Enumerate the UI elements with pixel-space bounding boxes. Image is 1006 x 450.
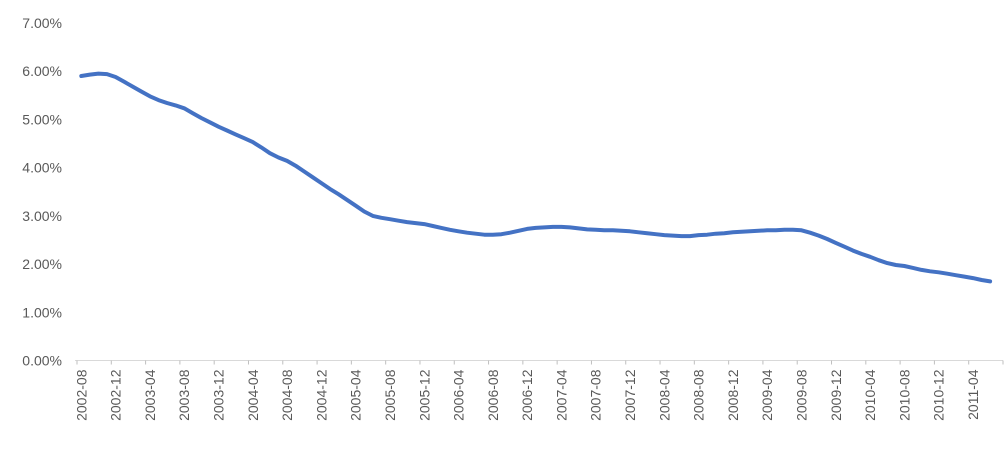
data-line-series — [79, 71, 993, 284]
x-axis-label: 2003-08 — [176, 369, 192, 421]
x-axis-label: 2004-04 — [245, 369, 261, 421]
x-axis-label: 2009-08 — [794, 369, 810, 421]
x-axis-label: 2003-12 — [210, 369, 226, 421]
x-axis-label: 2010-08 — [896, 369, 912, 421]
x-axis-label: 2008-04 — [656, 369, 672, 421]
y-axis-label: 4.00% — [22, 160, 62, 176]
y-axis-label: 6.00% — [22, 63, 62, 79]
x-axis-label: 2011-04 — [965, 369, 981, 420]
y-axis-label: 0.00% — [22, 353, 62, 369]
x-axis-label: 2006-04 — [451, 369, 467, 421]
x-axis-label: 2007-12 — [622, 369, 638, 421]
x-axis-label: 2003-04 — [142, 369, 158, 421]
x-axis-label: 2007-04 — [553, 369, 569, 421]
y-axis-label: 7.00% — [22, 15, 62, 31]
x-axis-label: 2002-12 — [108, 369, 124, 421]
x-axis-label: 2005-04 — [348, 369, 364, 421]
x-axis-label: 2005-08 — [382, 369, 398, 421]
x-axis-label: 2005-12 — [416, 369, 432, 421]
y-axis-label: 2.00% — [22, 256, 62, 272]
x-axis-label: 2010-04 — [862, 369, 878, 421]
x-axis-label: 2004-12 — [313, 369, 329, 421]
y-axis-label: 5.00% — [22, 111, 62, 127]
x-axis-label: 2010-12 — [931, 369, 947, 421]
x-axis-label: 2009-12 — [828, 369, 844, 421]
x-axis-label: 2008-12 — [725, 369, 741, 421]
x-axis-label: 2008-08 — [691, 369, 707, 421]
y-axis-label: 1.00% — [22, 304, 62, 320]
x-axis-label: 2006-08 — [485, 369, 501, 421]
x-axis-label: 2009-04 — [759, 369, 775, 421]
x-axis-label: 2004-08 — [279, 369, 295, 421]
x-axis-label: 2002-08 — [73, 369, 89, 421]
x-axis-label: 2006-12 — [519, 369, 535, 421]
y-axis-label: 3.00% — [22, 208, 62, 224]
x-axis-label: 2007-08 — [588, 369, 604, 421]
